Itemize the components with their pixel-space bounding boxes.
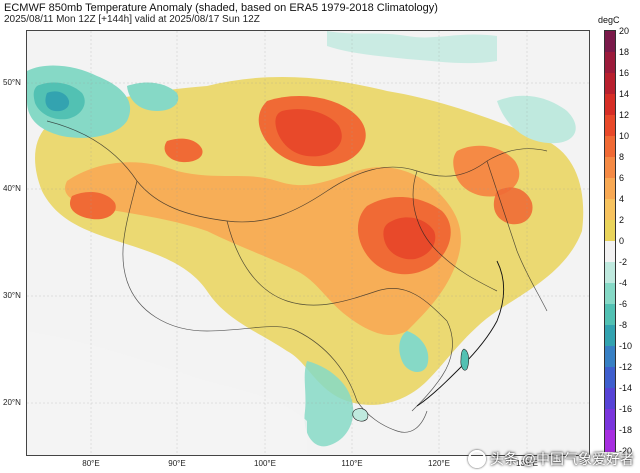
watermark-text: 头条 @中国气象爱好者 bbox=[489, 451, 634, 467]
colorbar-tick-label: -16 bbox=[619, 404, 633, 414]
colorbar-segment bbox=[605, 388, 615, 410]
colorbar-segment bbox=[605, 157, 615, 179]
colorbar-segment bbox=[605, 115, 615, 137]
colorbar-segment bbox=[605, 367, 615, 389]
colorbar-tick-label: -10 bbox=[619, 341, 633, 351]
colorbar-segment bbox=[605, 199, 615, 221]
colorbar-segment bbox=[605, 346, 615, 368]
colorbar-segment bbox=[605, 430, 615, 452]
colorbar-unit: degC bbox=[598, 15, 620, 25]
colorbar-tick-label: -14 bbox=[619, 383, 633, 393]
colorbar-tick-label: 16 bbox=[619, 68, 630, 78]
colorbar-tick-label: 8 bbox=[619, 152, 625, 162]
watermark: 头条 @中国气象爱好者 bbox=[467, 449, 634, 469]
colorbar-tick-label: -12 bbox=[619, 362, 633, 372]
colorbar-segment bbox=[605, 262, 615, 284]
colorbar-segment bbox=[605, 241, 615, 263]
map-canvas bbox=[27, 31, 589, 455]
map-title: ECMWF 850mb Temperature Anomaly (shaded,… bbox=[4, 2, 438, 14]
colorbar-tick-label: 0 bbox=[619, 236, 625, 246]
colorbar-tick-label: 6 bbox=[619, 173, 625, 183]
colorbar-segment bbox=[605, 94, 615, 116]
lon-label-110: 110°E bbox=[341, 459, 363, 468]
colorbar-segment bbox=[605, 220, 615, 242]
colorbar-tick-label: 18 bbox=[619, 47, 630, 57]
lat-label-50: 50°N bbox=[3, 78, 21, 87]
colorbar-segment bbox=[605, 283, 615, 305]
colorbar-tick-label: -18 bbox=[619, 425, 633, 435]
colorbar-tick-label: -6 bbox=[619, 299, 628, 309]
colorbar-segment bbox=[605, 136, 615, 158]
watermark-logo-icon bbox=[467, 450, 486, 468]
lon-label-130: 130°E bbox=[516, 459, 538, 468]
anomaly-map bbox=[26, 30, 590, 456]
lat-label-30: 30°N bbox=[3, 291, 21, 300]
colorbar bbox=[604, 30, 616, 452]
map-subtitle: 2025/08/11 Mon 12Z [+144h] valid at 2025… bbox=[4, 14, 260, 25]
colorbar-tick-label: 4 bbox=[619, 194, 625, 204]
lon-label-100: 100°E bbox=[254, 459, 276, 468]
colorbar-tick-label: -8 bbox=[619, 320, 628, 330]
lon-label-90: 90°E bbox=[168, 459, 186, 468]
colorbar-tick-label: 12 bbox=[619, 110, 630, 120]
lon-label-80: 80°E bbox=[82, 459, 100, 468]
colorbar-tick-label: -2 bbox=[619, 257, 628, 267]
colorbar-segment bbox=[605, 178, 615, 200]
colorbar-tick-label: -4 bbox=[619, 278, 628, 288]
lat-label-20: 20°N bbox=[3, 398, 21, 407]
colorbar-segment bbox=[605, 325, 615, 347]
colorbar-tick-label: 2 bbox=[619, 215, 625, 225]
colorbar-tick-label: 20 bbox=[619, 26, 630, 36]
colorbar-segment bbox=[605, 304, 615, 326]
colorbar-segment bbox=[605, 73, 615, 95]
colorbar-tick-label: 14 bbox=[619, 89, 630, 99]
colorbar-segment bbox=[605, 52, 615, 74]
map-title-block: ECMWF 850mb Temperature Anomaly (shaded,… bbox=[4, 2, 438, 26]
colorbar-segment bbox=[605, 31, 615, 53]
colorbar-tick-label: -20 bbox=[619, 446, 633, 456]
lat-label-40: 40°N bbox=[3, 184, 21, 193]
colorbar-segment bbox=[605, 409, 615, 431]
lon-label-120: 120°E bbox=[428, 459, 450, 468]
colorbar-tick-label: 10 bbox=[619, 131, 630, 141]
